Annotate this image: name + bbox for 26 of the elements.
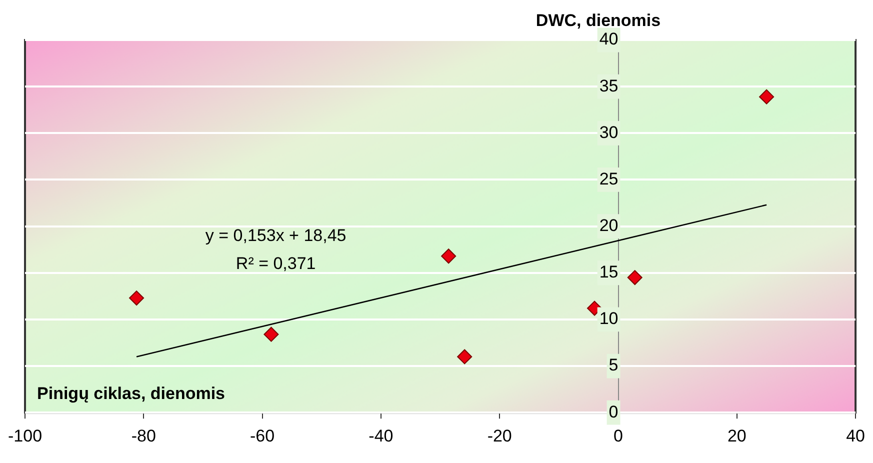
- x-tick-label: -40: [368, 426, 394, 446]
- point: [627, 270, 642, 286]
- y-tick-label: 5: [608, 356, 618, 375]
- point: [129, 290, 144, 306]
- point: [441, 248, 456, 264]
- y-axis-title: DWC, dienomis: [536, 11, 661, 30]
- annotation: R² = 0,371: [236, 254, 316, 274]
- y-tick-label: 20: [599, 216, 618, 235]
- x-tick-label: -100: [8, 426, 42, 446]
- x-tick-label: 40: [846, 426, 866, 446]
- y-tick-label: 40: [599, 30, 618, 49]
- annotation: y = 0,153x + 18,45: [205, 226, 346, 246]
- y-tick-label: 25: [599, 169, 618, 188]
- x-tick-label: -20: [487, 426, 512, 446]
- x-axis-title: Pinigų ciklas, dienomis: [37, 384, 226, 403]
- x-tick-label: -60: [250, 426, 275, 446]
- point: [457, 349, 472, 364]
- y-tick-label: 30: [599, 122, 618, 142]
- y-tick-label: 0: [608, 402, 618, 422]
- point: [759, 89, 774, 104]
- y-tick-label: 35: [599, 76, 618, 96]
- y-tick-label: 10: [599, 309, 618, 328]
- x-tick-label: -80: [131, 426, 156, 446]
- y-tick-label: 15: [599, 262, 618, 282]
- point: [264, 326, 279, 342]
- x-tick-label: 20: [727, 426, 746, 446]
